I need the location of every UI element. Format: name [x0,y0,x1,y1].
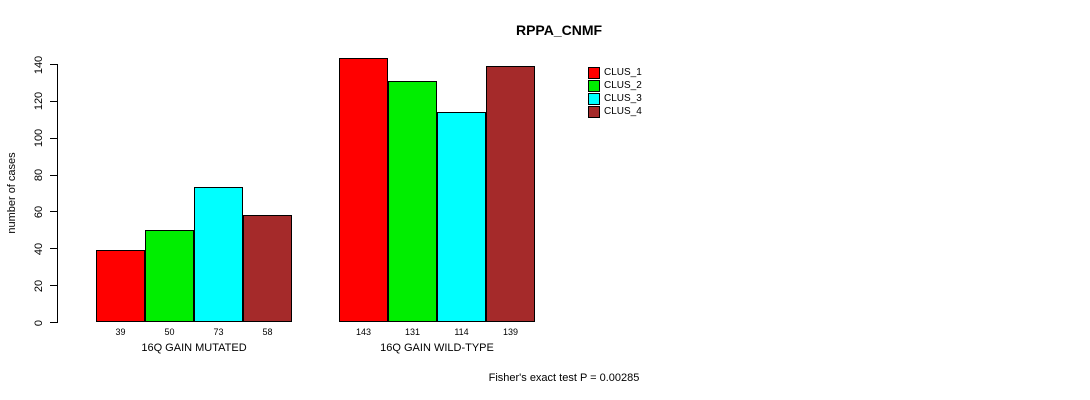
legend-label: CLUS_4 [604,106,642,117]
y-axis-tick [50,211,57,213]
y-axis-tick-label: 80 [33,168,45,182]
y-axis-label: number of cases [6,152,18,234]
legend-item-clus_3: CLUS_3 [588,93,642,105]
bar-clus_4-group1 [243,215,292,322]
bar-value-label: 39 [115,327,126,337]
legend-swatch-clus_4 [588,106,600,118]
y-axis-tick-label: 100 [33,129,45,148]
bar-value-label: 143 [355,327,372,337]
y-axis-tick [50,248,57,250]
bar-clus_3-group1 [194,187,243,322]
legend-label: CLUS_3 [604,93,642,104]
y-axis-tick [50,100,57,102]
legend-item-clus_4: CLUS_4 [588,106,642,118]
bar-clus_1-group2 [339,58,388,322]
bar-clus_4-group2 [486,65,535,322]
bar-value-label: 114 [454,327,469,337]
y-axis-tick-label: 40 [33,242,45,255]
x-axis-group-label: 16Q GAIN WILD-TYPE [380,342,494,354]
y-axis-tick-label: 0 [33,319,45,326]
bar-value-label: 58 [262,327,273,337]
chart-title: RPPA_CNMF [515,22,603,38]
bar-clus_1-group1 [96,250,145,322]
bar-clus_2-group1 [145,229,194,322]
bar-value-label: 131 [404,327,421,337]
bar-value-label: 139 [502,327,519,337]
fisher-test-annotation: Fisher's exact test P = 0.00285 [488,372,640,384]
legend-swatch-clus_3 [588,93,600,105]
legend-swatch-clus_1 [588,67,600,79]
legend-swatch-clus_2 [588,80,600,92]
y-axis-tick [50,64,57,65]
y-axis-tick [50,137,57,139]
x-axis-group-label: 16Q GAIN MUTATED [141,342,247,354]
legend-item-clus_2: CLUS_2 [588,80,642,92]
bar-value-label: 73 [213,327,224,337]
y-axis-tick [50,322,57,323]
y-axis-tick-label: 120 [33,92,45,111]
y-axis-line [57,64,58,323]
y-axis-tick-label: 140 [33,55,45,74]
y-axis-tick [50,174,57,176]
bar-clus_2-group2 [388,80,437,322]
legend-label: CLUS_2 [604,80,642,91]
legend-label: CLUS_1 [604,67,642,78]
bar-value-label: 50 [164,327,175,337]
legend-item-clus_1: CLUS_1 [588,67,642,79]
y-axis-tick-label: 20 [33,279,45,292]
bar-clus_3-group2 [437,111,486,322]
y-axis-tick [50,285,57,287]
y-axis-tick-label: 60 [33,205,45,219]
